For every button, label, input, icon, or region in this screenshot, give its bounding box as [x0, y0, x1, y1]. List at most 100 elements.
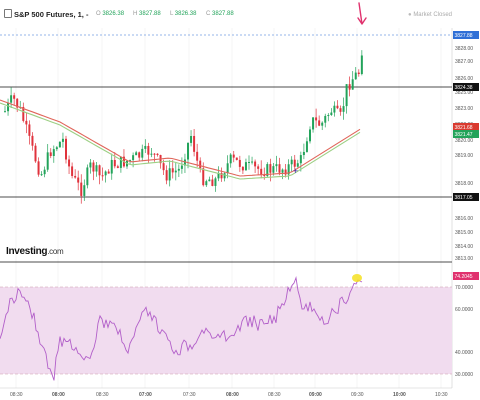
price-tick-11: 3815.00: [455, 230, 473, 236]
candle-body-42: [132, 155, 135, 161]
candle-body-36: [113, 159, 116, 167]
candle-body-86: [266, 164, 269, 177]
time-tick-1: 08:00: [52, 392, 65, 398]
candle-body-16: [52, 149, 55, 157]
candle-body-27: [86, 167, 89, 186]
candle-body-19: [61, 138, 64, 142]
candle-body-61: [190, 135, 193, 143]
candle-body-91: [281, 169, 284, 173]
candle-body-44: [138, 152, 141, 158]
candle-body-69: [214, 178, 217, 186]
candle-body-12: [40, 174, 43, 176]
candle-body-6: [22, 106, 25, 121]
candle-body-23: [74, 175, 77, 178]
ohlc-high: H 3827.88: [133, 11, 161, 17]
candle-body-107: [330, 112, 333, 116]
candle-body-89: [275, 164, 278, 167]
candle-body-46: [144, 145, 147, 149]
candle-body-96: [296, 163, 299, 167]
candle-body-11: [37, 161, 40, 175]
candle-body-72: [223, 173, 226, 179]
candle-body-74: [229, 154, 232, 164]
candle-body-114: [351, 79, 354, 90]
candle-body-77: [238, 159, 241, 167]
candle-body-26: [83, 185, 86, 196]
candle-body-117: [360, 55, 363, 75]
candle-body-49: [153, 153, 156, 155]
candle-body-101: [312, 117, 315, 130]
candle-body-93: [287, 164, 290, 175]
price-badge-bg-4: [453, 193, 479, 201]
candle-body-90: [278, 164, 281, 173]
candle-body-68: [211, 179, 214, 186]
candle-body-81: [251, 161, 254, 163]
candle-body-113: [348, 84, 351, 90]
price-tick-4: 3825.00: [455, 90, 473, 96]
candle-body-4: [16, 98, 19, 108]
ohlc-low: L 3826.38: [170, 11, 197, 17]
time-tick-5: 08:00: [226, 392, 239, 398]
rsi-highlight-marker: [352, 274, 362, 282]
candle-body-65: [202, 168, 205, 186]
candle-body-116: [357, 72, 360, 75]
candle-body-1: [7, 102, 10, 112]
candle-body-110: [339, 108, 342, 112]
price-tick-7: 3820.00: [455, 138, 473, 144]
price-tick-1: 3828.00: [455, 46, 473, 52]
candle-body-112: [345, 84, 348, 107]
investing-logo: Investing.com: [6, 246, 64, 257]
ohlc-close: C 3827.88: [206, 11, 234, 17]
candle-body-58: [180, 165, 183, 169]
ema-fast-line: [0, 99, 361, 177]
candle-body-28: [89, 162, 92, 168]
symbol-title[interactable]: S&P 500 Futures, 1, -: [14, 10, 89, 19]
candle-body-48: [150, 153, 153, 155]
candle-body-25: [80, 182, 83, 196]
candle-body-41: [129, 160, 132, 162]
candle-body-73: [226, 163, 229, 174]
candle-body-33: [104, 171, 107, 176]
candle-body-70: [217, 172, 220, 179]
candle-body-2: [10, 95, 13, 103]
candle-body-37: [116, 166, 119, 168]
candle-body-76: [235, 157, 238, 160]
candle-body-85: [263, 174, 266, 177]
price-badge-1: 3824.38: [455, 85, 473, 91]
candle-body-100: [309, 129, 311, 142]
candle-body-50: [156, 153, 159, 155]
candle-body-29: [92, 162, 95, 172]
time-tick-3: 07:00: [139, 392, 152, 398]
candle-body-94: [290, 159, 293, 165]
candle-body-98: [302, 151, 305, 156]
candle-body-84: [260, 168, 263, 175]
candle-body-55: [171, 168, 174, 173]
candle-body-102: [315, 117, 318, 121]
price-badge-3: 3821.47: [455, 132, 473, 138]
time-tick-6: 08:30: [268, 392, 281, 398]
candle-body-18: [58, 141, 61, 148]
candle-body-99: [305, 141, 308, 152]
candle-body-21: [68, 159, 71, 167]
candle-body-10: [34, 145, 37, 162]
ema-slow-line: [0, 102, 361, 180]
price-badge-4: 3817.05: [455, 195, 473, 201]
price-tick-10: 3816.00: [455, 216, 473, 222]
candle-body-47: [147, 145, 150, 155]
price-tick-13: 3813.00: [455, 256, 473, 262]
candle-body-83: [257, 166, 260, 169]
candle-body-87: [269, 164, 272, 173]
candle-body-52: [162, 163, 165, 171]
rsi-tick-0: 70.0000: [455, 285, 473, 291]
price-tick-12: 3814.00: [455, 244, 473, 250]
candle-body-80: [248, 161, 250, 163]
candle-body-111: [342, 106, 345, 112]
candle-body-9: [31, 135, 34, 146]
candle-body-53: [165, 170, 168, 181]
candle-body-79: [244, 162, 247, 171]
candle-body-15: [49, 152, 52, 157]
collapse-icon[interactable]: [4, 9, 12, 18]
ohlc-open: O 3826.38: [96, 11, 125, 17]
time-tick-9: 10:00: [393, 392, 406, 398]
